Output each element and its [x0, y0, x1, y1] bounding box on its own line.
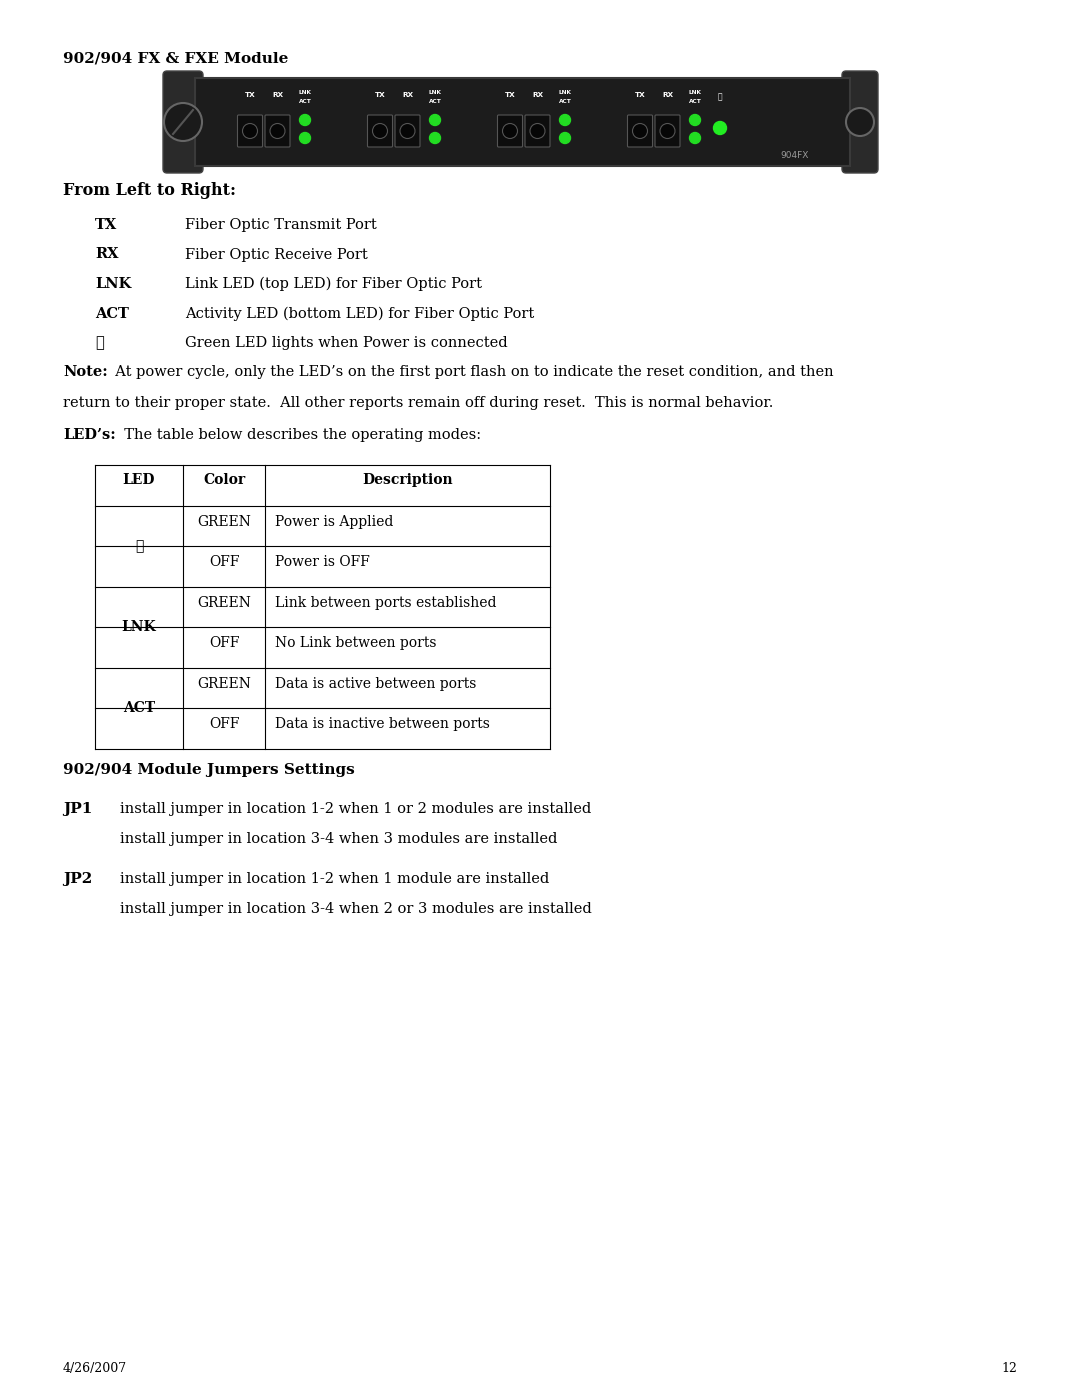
Text: Power is Applied: Power is Applied [275, 514, 393, 528]
Text: install jumper in location 3-4 when 2 or 3 modules are installed: install jumper in location 3-4 when 2 or… [120, 902, 592, 916]
Text: return to their proper state.  All other reports remain off during reset.  This : return to their proper state. All other … [63, 395, 773, 409]
Text: RX: RX [95, 247, 119, 261]
Text: 12: 12 [1001, 1362, 1017, 1375]
Text: Data is inactive between ports: Data is inactive between ports [275, 717, 490, 731]
FancyBboxPatch shape [525, 115, 550, 147]
Text: ACT: ACT [95, 306, 129, 320]
Text: LNK: LNK [95, 277, 132, 291]
Text: RX: RX [402, 92, 413, 98]
Text: Fiber Optic Transmit Port: Fiber Optic Transmit Port [185, 218, 377, 232]
Text: Link between ports established: Link between ports established [275, 595, 497, 609]
Text: At power cycle, only the LED’s on the first port flash on to indicate the reset : At power cycle, only the LED’s on the fi… [106, 365, 834, 379]
Circle shape [689, 115, 701, 126]
Text: LNK: LNK [558, 89, 571, 95]
Text: 904FX: 904FX [781, 151, 809, 161]
Text: LNK: LNK [689, 89, 702, 95]
Circle shape [846, 108, 874, 136]
Text: ⏻: ⏻ [135, 539, 144, 553]
Text: ⏻: ⏻ [95, 337, 104, 351]
Text: RX: RX [532, 92, 543, 98]
Circle shape [689, 133, 701, 144]
Circle shape [714, 122, 727, 134]
Text: install jumper in location 1-2 when 1 module are installed: install jumper in location 1-2 when 1 mo… [120, 872, 550, 886]
Circle shape [270, 123, 285, 138]
Circle shape [430, 133, 441, 144]
Circle shape [243, 123, 257, 138]
Text: Activity LED (bottom LED) for Fiber Optic Port: Activity LED (bottom LED) for Fiber Opti… [185, 306, 535, 321]
Text: ACT: ACT [299, 99, 311, 103]
Text: TX: TX [504, 92, 515, 98]
Text: Data is active between ports: Data is active between ports [275, 676, 476, 690]
Text: Note:: Note: [63, 365, 108, 379]
Text: OFF: OFF [208, 636, 240, 650]
Text: The table below describes the operating modes:: The table below describes the operating … [114, 427, 481, 441]
Text: JP1: JP1 [63, 802, 93, 816]
Text: 902/904 Module Jumpers Settings: 902/904 Module Jumpers Settings [63, 763, 354, 777]
Text: GREEN: GREEN [197, 595, 251, 609]
Text: OFF: OFF [208, 555, 240, 569]
Text: TX: TX [375, 92, 386, 98]
Text: Green LED lights when Power is connected: Green LED lights when Power is connected [185, 337, 508, 351]
Circle shape [373, 123, 388, 138]
Text: ACT: ACT [558, 99, 571, 103]
Text: 4/26/2007: 4/26/2007 [63, 1362, 127, 1375]
FancyBboxPatch shape [265, 115, 291, 147]
Circle shape [299, 115, 311, 126]
Text: Power is OFF: Power is OFF [275, 555, 369, 569]
Circle shape [299, 133, 311, 144]
Text: RX: RX [272, 92, 283, 98]
Text: Fiber Optic Receive Port: Fiber Optic Receive Port [185, 247, 368, 261]
Text: GREEN: GREEN [197, 514, 251, 528]
Circle shape [559, 133, 570, 144]
FancyBboxPatch shape [654, 115, 680, 147]
Text: ACT: ACT [689, 99, 701, 103]
Text: LNK: LNK [122, 620, 157, 634]
Text: From Left to Right:: From Left to Right: [63, 182, 237, 198]
Circle shape [633, 123, 648, 138]
Text: LNK: LNK [429, 89, 442, 95]
Text: OFF: OFF [208, 717, 240, 731]
Text: install jumper in location 1-2 when 1 or 2 modules are installed: install jumper in location 1-2 when 1 or… [120, 802, 591, 816]
FancyBboxPatch shape [367, 115, 392, 147]
Text: TX: TX [245, 92, 255, 98]
FancyBboxPatch shape [238, 115, 262, 147]
Circle shape [502, 123, 517, 138]
Text: install jumper in location 3-4 when 3 modules are installed: install jumper in location 3-4 when 3 mo… [120, 833, 557, 847]
Text: LED: LED [123, 474, 156, 488]
FancyBboxPatch shape [498, 115, 523, 147]
Text: Link LED (top LED) for Fiber Optic Port: Link LED (top LED) for Fiber Optic Port [185, 277, 482, 292]
Text: TX: TX [635, 92, 646, 98]
FancyBboxPatch shape [163, 71, 203, 173]
FancyBboxPatch shape [627, 115, 652, 147]
Text: LED’s:: LED’s: [63, 427, 116, 441]
Text: 902/904 FX & FXE Module: 902/904 FX & FXE Module [63, 52, 288, 66]
Text: LNK: LNK [298, 89, 311, 95]
Circle shape [164, 103, 202, 141]
Text: ACT: ACT [429, 99, 442, 103]
Text: Description: Description [362, 474, 453, 488]
Text: GREEN: GREEN [197, 676, 251, 690]
Circle shape [530, 123, 545, 138]
FancyBboxPatch shape [195, 78, 850, 166]
Circle shape [660, 123, 675, 138]
Text: ACT: ACT [123, 701, 156, 715]
Circle shape [430, 115, 441, 126]
FancyBboxPatch shape [395, 115, 420, 147]
Circle shape [400, 123, 415, 138]
Text: ⏻: ⏻ [718, 92, 723, 101]
Text: No Link between ports: No Link between ports [275, 636, 436, 650]
Circle shape [559, 115, 570, 126]
FancyBboxPatch shape [842, 71, 878, 173]
Text: Color: Color [203, 474, 245, 488]
Text: TX: TX [95, 218, 118, 232]
Text: RX: RX [662, 92, 673, 98]
Bar [95, 465, 550, 749]
Text: JP2: JP2 [63, 872, 92, 886]
